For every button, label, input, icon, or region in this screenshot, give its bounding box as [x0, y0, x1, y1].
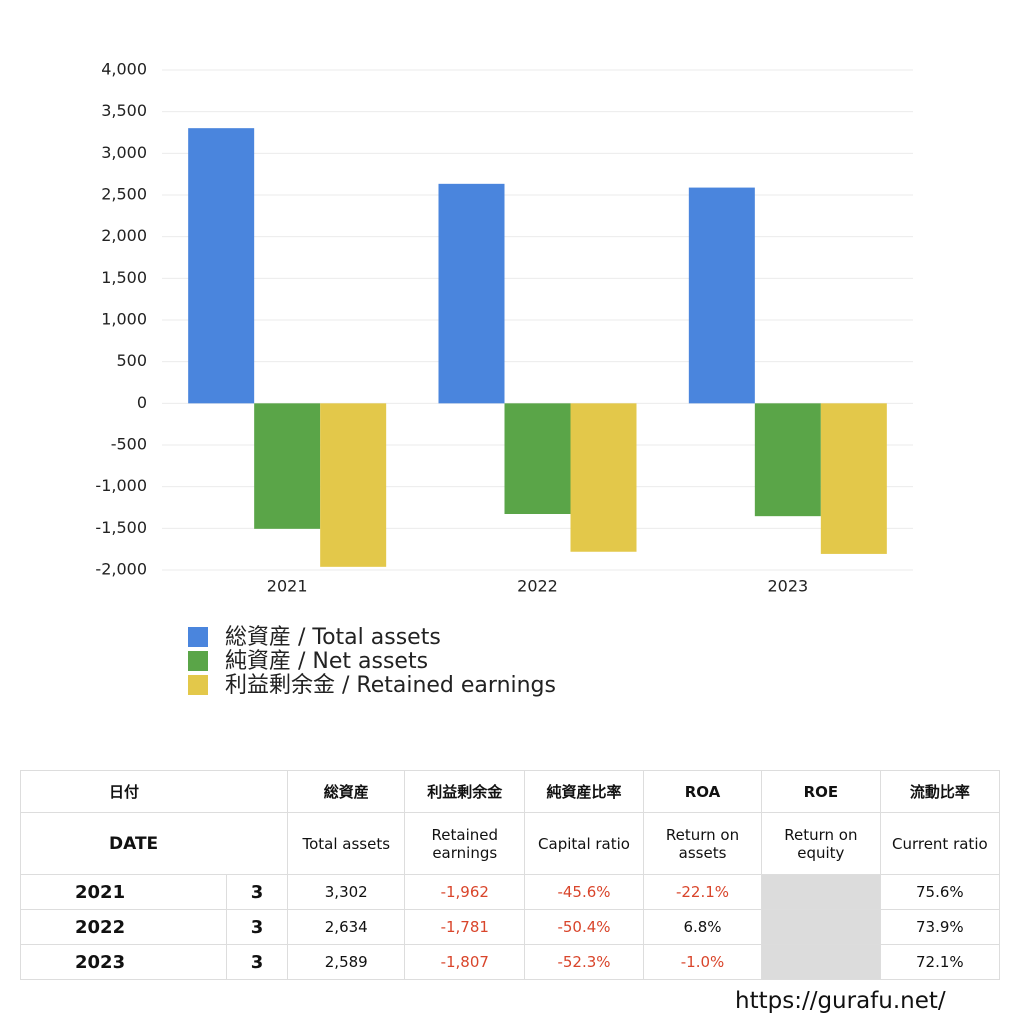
table-cell: Total assets [287, 812, 406, 875]
legend-label: 総資産 / Total assets [225, 625, 441, 650]
x-tick-label: 2023 [767, 577, 808, 596]
table-row: DATE Total assets Retained earnings Capital… [19, 812, 1001, 875]
table-cell: 2021 [19, 874, 228, 910]
bar [570, 403, 637, 552]
y-tick-label: 1,000 [101, 310, 147, 329]
legend-label: 純資産 / Net assets [225, 649, 428, 674]
table-cell: -1.0% [642, 944, 763, 980]
table-cell: -45.6% [524, 874, 644, 910]
table-cell: 2023 [19, 944, 228, 980]
bar [188, 128, 255, 404]
table-cell: 72.1% [879, 944, 1001, 980]
source-url: https://gurafu.net/ [735, 988, 946, 1014]
y-tick-label: -500 [111, 435, 147, 454]
legend-swatch [188, 627, 208, 647]
table-cell [761, 874, 881, 910]
table-cell: 総資産 [287, 770, 406, 813]
bar [438, 183, 505, 404]
table-cell: 6.8% [642, 909, 763, 945]
table-row: 2021 3 3,302 -1,962 -45.6% -22.1% 75.6% [19, 874, 1001, 910]
table-cell: ROE [761, 770, 881, 813]
legend-swatch [188, 675, 208, 695]
y-tick-label: -1,500 [95, 518, 147, 537]
table-cell: Retained earnings [404, 812, 526, 875]
bar [504, 403, 571, 514]
table-cell: 3 [226, 909, 289, 945]
table-cell: -1,781 [404, 909, 526, 945]
table-cell: Return on equity [761, 812, 881, 875]
y-tick-label: 1,500 [101, 268, 147, 287]
y-tick-label: 0 [137, 393, 147, 412]
table-cell: -50.4% [524, 909, 644, 945]
table-cell: 3,302 [287, 874, 406, 910]
table-cell: DATE [19, 812, 289, 875]
table-cell: Capital ratio [524, 812, 644, 875]
bar [754, 403, 821, 517]
table-cell: Return on assets [642, 812, 763, 875]
table-cell: 73.9% [879, 909, 1001, 945]
table-cell [761, 944, 881, 980]
table-cell: 日付 [19, 770, 289, 813]
y-tick-label: 3,500 [101, 101, 147, 120]
table-cell: 純資産比率 [524, 770, 644, 813]
table-cell: 2,634 [287, 909, 406, 945]
table-cell: -1,962 [404, 874, 526, 910]
legend-swatch [188, 651, 208, 671]
data-table: 日付 総資産 利益剰余金 純資産比率 ROA ROE 流動比率 DATE Total asset… [19, 770, 1001, 980]
y-tick-label: -2,000 [95, 560, 147, 579]
table-cell [761, 909, 881, 945]
table-cell: 利益剰余金 [404, 770, 526, 813]
table-cell: 2,589 [287, 944, 406, 980]
y-tick-label: 500 [116, 351, 147, 370]
table-cell: ROA [642, 770, 763, 813]
table-row: 日付 総資産 利益剰余金 純資産比率 ROA ROE 流動比率 [19, 770, 1001, 813]
y-tick-label: -1,000 [95, 476, 147, 495]
table-cell: Current ratio [879, 812, 1001, 875]
table-cell: 流動比率 [879, 770, 1001, 813]
table-cell: -52.3% [524, 944, 644, 980]
y-tick-label: 3,000 [101, 143, 147, 162]
bar [320, 403, 387, 567]
table-cell: -22.1% [642, 874, 763, 910]
chart: -2,000 -1,500 -1,000 -500 0 500 1,000 1,500 2,00… [95, 60, 913, 698]
table-cell: 75.6% [879, 874, 1001, 910]
table-cell: 3 [226, 944, 289, 980]
bar [820, 403, 887, 554]
x-tick-label: 2022 [517, 577, 558, 596]
y-tick-label: 4,000 [101, 60, 147, 79]
table-cell: 2022 [19, 909, 228, 945]
bar [254, 403, 321, 529]
y-tick-label: 2,500 [101, 185, 147, 204]
table-row: 2023 3 2,589 -1,807 -52.3% -1.0% 72.1% [19, 944, 1001, 980]
y-tick-label: 2,000 [101, 226, 147, 245]
table-cell: -1,807 [404, 944, 526, 980]
table-row: 2022 3 2,634 -1,781 -50.4% 6.8% 73.9% [19, 909, 1001, 945]
table-cell: 3 [226, 874, 289, 910]
x-tick-label: 2021 [267, 577, 308, 596]
legend-label: 利益剰余金 / Retained earnings [225, 673, 556, 698]
bar [688, 187, 755, 404]
